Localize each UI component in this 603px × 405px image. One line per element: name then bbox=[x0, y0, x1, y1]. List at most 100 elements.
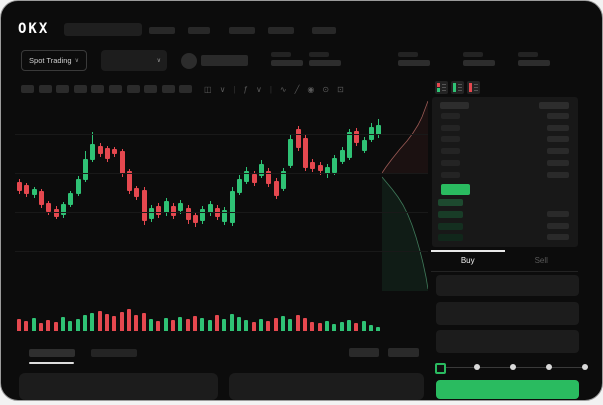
ticker-stat-label bbox=[518, 52, 538, 57]
chevron-down-icon: ∨ bbox=[74, 57, 79, 64]
bottom-action-button[interactable] bbox=[349, 348, 379, 357]
candle bbox=[324, 167, 330, 174]
slider-dot[interactable] bbox=[510, 364, 516, 370]
timeframe-button[interactable] bbox=[73, 85, 87, 93]
slider-dot[interactable] bbox=[474, 364, 480, 370]
okx-logo[interactable]: OKX bbox=[18, 21, 50, 37]
candle bbox=[141, 190, 147, 221]
candle bbox=[24, 185, 30, 194]
indicators-icon[interactable]: ƒ bbox=[243, 84, 248, 94]
ask-price[interactable] bbox=[441, 113, 460, 119]
ask-price[interactable] bbox=[441, 124, 460, 131]
ask-price[interactable] bbox=[441, 171, 460, 178]
volume-bar bbox=[185, 319, 190, 331]
draw-tool-icon[interactable]: ╱ bbox=[294, 84, 300, 94]
nav-item[interactable] bbox=[188, 27, 210, 34]
volume-bar bbox=[258, 319, 263, 331]
ask-amount[interactable] bbox=[547, 124, 569, 131]
volume-bar bbox=[244, 320, 249, 331]
timeframe-button[interactable] bbox=[109, 85, 122, 93]
ask-price[interactable] bbox=[441, 136, 460, 143]
dash bbox=[474, 87, 478, 88]
timeframe-button[interactable] bbox=[126, 85, 140, 93]
volume-bar bbox=[266, 321, 271, 331]
line-tool-icon[interactable]: ∿ bbox=[279, 84, 287, 94]
candle bbox=[75, 179, 81, 194]
trade-tabs: Buy Sell bbox=[431, 250, 578, 272]
ask-amount[interactable] bbox=[547, 159, 569, 166]
bid-price[interactable] bbox=[438, 222, 463, 230]
slider-handle[interactable] bbox=[435, 363, 446, 374]
volume-bar bbox=[31, 318, 36, 331]
search-input[interactable] bbox=[64, 23, 142, 36]
bottom-tab[interactable] bbox=[91, 349, 137, 357]
ticker-stat-label bbox=[271, 52, 291, 57]
orderbook-mode-asks-icon[interactable] bbox=[467, 81, 480, 94]
chart-gridline bbox=[15, 212, 428, 213]
camera-icon[interactable]: ◉ bbox=[307, 84, 315, 94]
nav-item[interactable] bbox=[312, 27, 336, 34]
ask-amount[interactable] bbox=[547, 136, 569, 143]
total-input[interactable] bbox=[436, 330, 579, 353]
orderbook-mode-both-icon[interactable] bbox=[435, 81, 448, 94]
buy-submit-button[interactable] bbox=[436, 380, 579, 399]
candle bbox=[192, 215, 198, 223]
bid-amount[interactable] bbox=[547, 234, 569, 241]
candle bbox=[119, 151, 125, 174]
fullscreen-icon[interactable]: ⊡ bbox=[337, 84, 344, 94]
ask-amount[interactable] bbox=[547, 113, 569, 119]
timeframe-button[interactable] bbox=[144, 85, 158, 93]
volume-bar bbox=[46, 320, 51, 331]
candle bbox=[46, 203, 52, 212]
bid-amount[interactable] bbox=[547, 222, 569, 229]
ask-amount[interactable] bbox=[547, 171, 569, 178]
candle bbox=[207, 204, 213, 213]
timeframe-button[interactable] bbox=[38, 85, 52, 93]
chart-style-icon[interactable]: ◫ bbox=[204, 84, 212, 94]
volume-bar bbox=[53, 322, 58, 331]
timeframe-button[interactable] bbox=[56, 85, 70, 93]
slider-dot[interactable] bbox=[582, 364, 588, 370]
bottom-tab-active[interactable] bbox=[29, 349, 75, 357]
chevron-down-icon[interactable]: ∨ bbox=[219, 84, 226, 94]
timeframe-button[interactable] bbox=[91, 85, 105, 93]
tab-buy[interactable]: Buy bbox=[431, 250, 505, 271]
market-type-selector[interactable]: Spot Trading ∨ bbox=[21, 50, 87, 71]
ask-price[interactable] bbox=[441, 148, 460, 155]
volume-bar bbox=[82, 315, 87, 331]
ask-price[interactable] bbox=[441, 159, 460, 166]
chevron-down-icon[interactable]: ∨ bbox=[255, 84, 262, 94]
timeframe-button[interactable] bbox=[21, 85, 34, 93]
bid-price[interactable] bbox=[438, 234, 463, 242]
dash bbox=[458, 84, 462, 85]
slider-dot[interactable] bbox=[546, 364, 552, 370]
candlestick-chart[interactable] bbox=[15, 101, 382, 291]
volume-bar bbox=[178, 317, 183, 331]
settings-icon[interactable]: ⊙ bbox=[322, 84, 330, 94]
nav-item[interactable] bbox=[149, 27, 175, 34]
volume-bar bbox=[60, 317, 65, 331]
tab-sell[interactable]: Sell bbox=[534, 256, 548, 265]
price-input[interactable] bbox=[436, 275, 579, 296]
timeframe-button[interactable] bbox=[161, 85, 175, 93]
dash bbox=[474, 84, 478, 85]
candle bbox=[258, 164, 264, 176]
volume-bar bbox=[214, 315, 219, 331]
volume-bar bbox=[17, 319, 21, 331]
nav-item[interactable] bbox=[268, 27, 294, 34]
bid-price[interactable] bbox=[438, 199, 463, 206]
bid-price[interactable] bbox=[438, 210, 463, 218]
bid-amount[interactable] bbox=[547, 210, 569, 217]
bottom-action-button[interactable] bbox=[388, 348, 419, 357]
ask-amount[interactable] bbox=[547, 148, 569, 155]
orderbook-last-price-badge[interactable] bbox=[441, 184, 470, 195]
orderbook-mode-bids-icon[interactable] bbox=[451, 81, 464, 94]
nav-item[interactable] bbox=[229, 27, 255, 34]
pair-selector[interactable]: ∨ bbox=[101, 50, 167, 71]
candle bbox=[185, 208, 191, 220]
timeframe-button[interactable] bbox=[179, 85, 193, 93]
volume-bar bbox=[376, 327, 381, 331]
candle bbox=[163, 201, 169, 213]
amount-input[interactable] bbox=[436, 302, 579, 325]
candle bbox=[17, 182, 22, 191]
